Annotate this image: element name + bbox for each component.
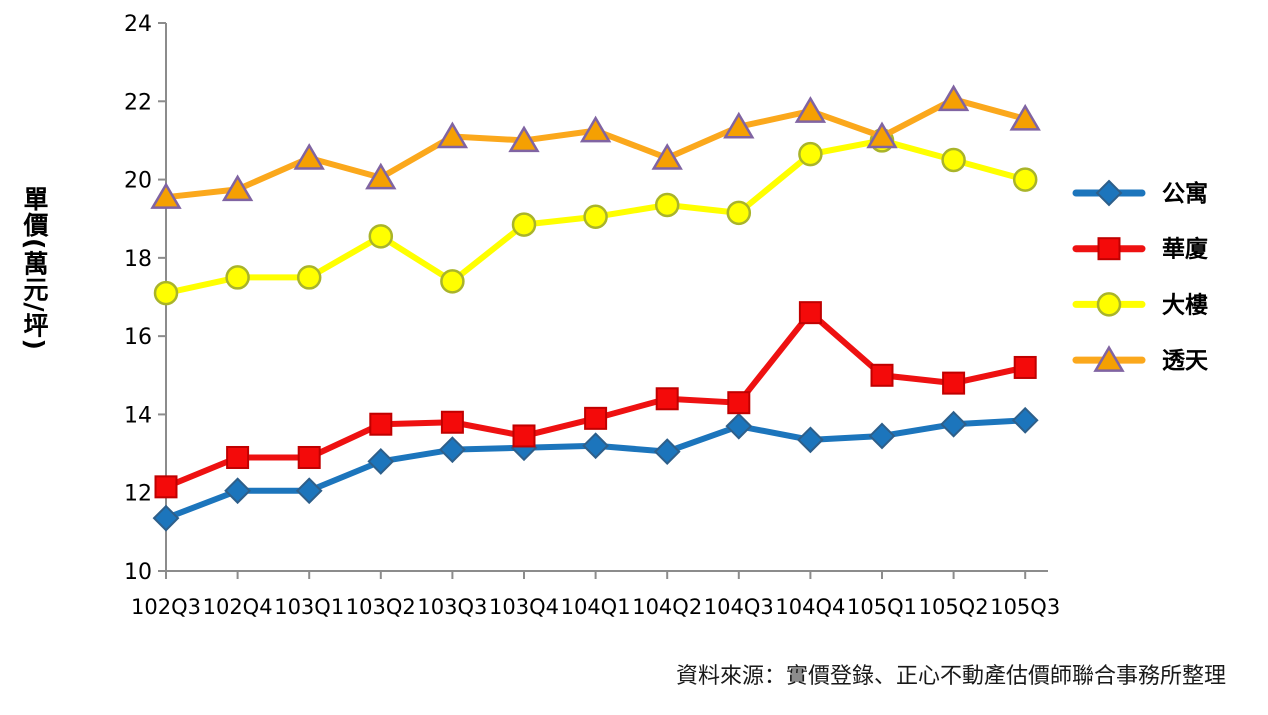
x-axis-category-label: 105Q1: [847, 595, 917, 619]
source-note: 資料來源：實價登錄、正心不動產估價師聯合事務所整理: [676, 664, 1227, 689]
x-axis-category-label: 103Q1: [274, 595, 344, 619]
legend-triangle-icon: [1093, 345, 1125, 372]
diamond-marker: [295, 477, 323, 505]
triangle-marker: [508, 125, 540, 153]
diamond-marker: [940, 410, 968, 438]
circle-marker: [798, 141, 823, 167]
y-axis-tick-label: 18: [124, 247, 152, 272]
square-marker: [798, 301, 822, 325]
square-marker: [942, 371, 966, 395]
x-axis-category-label: 103Q2: [346, 595, 416, 619]
diamond-marker: [582, 432, 610, 460]
square-marker: [870, 363, 894, 387]
circle-marker: [583, 204, 608, 230]
x-axis-category-label: 103Q3: [417, 595, 487, 619]
circle-marker: [225, 265, 250, 290]
diamond-marker: [224, 477, 252, 505]
legend-label: 華廈: [1162, 236, 1208, 263]
triangle-marker: [937, 84, 970, 112]
circle-marker: [1012, 167, 1038, 192]
diamond-marker: [438, 436, 466, 464]
legend-label: 公寓: [1162, 180, 1208, 207]
circle-marker: [440, 269, 465, 294]
diamond-marker: [1011, 406, 1039, 434]
square-marker: [226, 445, 250, 469]
circle-marker: [368, 224, 394, 249]
triangle-marker: [1009, 103, 1041, 131]
y-axis-tick-label: 16: [124, 325, 152, 350]
square-marker: [1013, 355, 1037, 379]
x-axis-category-label: 102Q3: [131, 595, 201, 619]
x-axis-category-label: 104Q2: [632, 595, 702, 619]
square-marker: [154, 475, 178, 499]
diamond-marker: [367, 447, 395, 475]
circle-marker: [726, 200, 752, 226]
x-axis-category-label: 103Q4: [489, 595, 559, 619]
square-marker: [297, 445, 321, 469]
legend-square-icon: [1097, 237, 1121, 261]
diamond-marker: [868, 422, 896, 450]
square-marker: [512, 424, 536, 448]
triangle-marker: [150, 182, 182, 209]
triangle-marker: [651, 143, 683, 170]
triangle-marker: [365, 162, 397, 190]
circle-marker: [654, 192, 680, 218]
y-axis-tick-label: 20: [124, 169, 152, 194]
legend-item: 華廈: [1072, 236, 1208, 263]
legend-diamond-icon: [1095, 179, 1123, 207]
y-axis-tick-label: 12: [124, 482, 152, 507]
triangle-marker: [436, 121, 469, 149]
square-marker: [369, 412, 393, 436]
y-axis-tick-label: 24: [124, 12, 152, 37]
x-axis-category-label: 105Q3: [990, 595, 1060, 619]
triangle-marker: [723, 111, 755, 139]
triangle-marker: [794, 96, 827, 123]
circle-marker: [296, 265, 322, 290]
triangle-marker: [579, 115, 612, 143]
square-marker: [727, 391, 751, 415]
diamond-marker: [796, 426, 824, 454]
x-axis-category-label: 104Q4: [775, 595, 845, 619]
square-marker: [655, 387, 679, 411]
series-line-square: [164, 309, 1026, 490]
x-axis-category-label: 105Q2: [919, 595, 989, 619]
legend-circle-icon: [1096, 292, 1122, 317]
triangle-marker: [866, 121, 898, 149]
diamond-marker: [152, 504, 180, 532]
legend-item: 公寓: [1072, 180, 1208, 207]
diamond-marker: [725, 412, 753, 440]
legend-item: 大樓: [1072, 292, 1208, 318]
y-axis-title: 單價(萬元/坪): [20, 186, 49, 351]
y-axis-tick-label: 22: [124, 90, 152, 115]
triangle-marker: [293, 143, 325, 170]
square-marker: [440, 410, 464, 434]
circle-marker: [941, 147, 966, 173]
square-marker: [584, 406, 608, 430]
circle-marker: [511, 212, 537, 237]
legend-label: 大樓: [1162, 292, 1208, 318]
x-axis-category-label: 104Q3: [704, 595, 774, 619]
diamond-marker: [653, 438, 681, 466]
legend-label: 透天: [1162, 348, 1209, 374]
y-axis-tick-label: 14: [124, 403, 152, 428]
y-axis-tick-label: 10: [124, 560, 152, 585]
circle-marker: [153, 280, 179, 306]
x-axis-category-label: 104Q1: [561, 595, 631, 619]
triangle-marker: [221, 174, 254, 202]
x-axis-category-label: 102Q4: [203, 595, 273, 619]
